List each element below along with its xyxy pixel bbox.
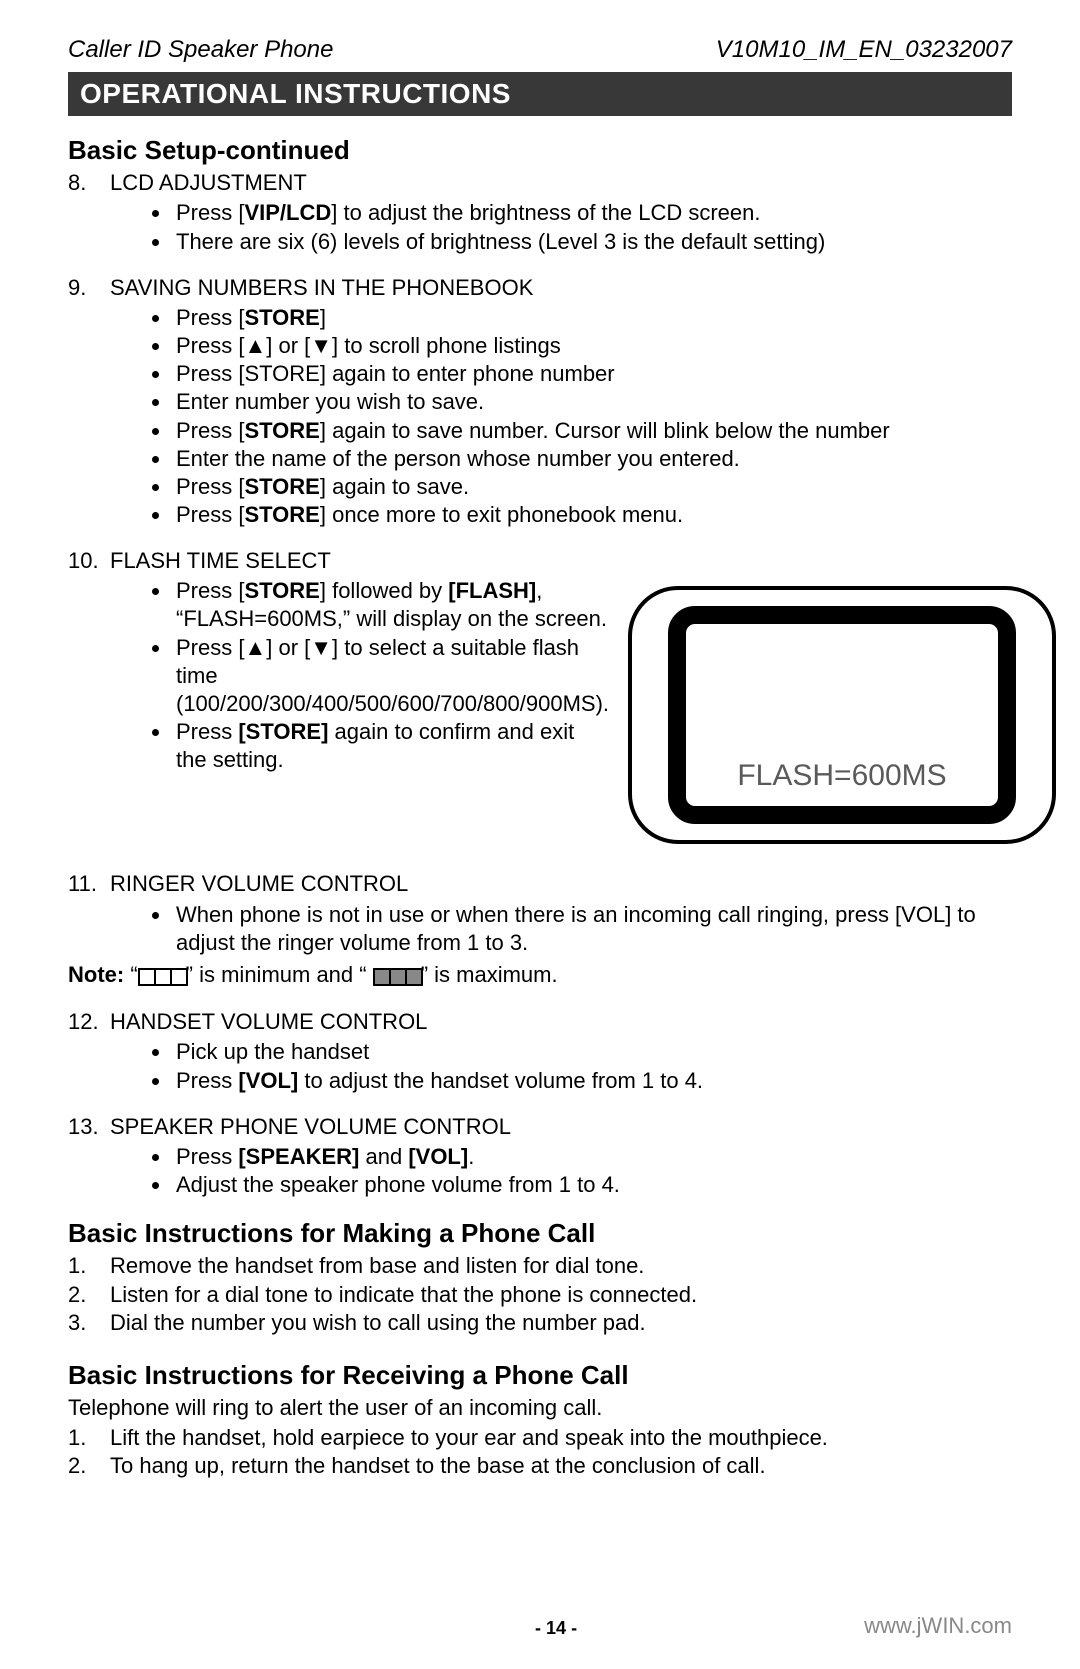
section3-title: Basic Instructions for Receiving a Phone… bbox=[68, 1359, 1012, 1392]
item-text: Listen for a dial tone to indicate that … bbox=[110, 1281, 1006, 1309]
section-banner: OPERATIONAL INSTRUCTIONS bbox=[68, 72, 1012, 116]
item-number: 12. bbox=[68, 1008, 110, 1036]
bullet-item: Pick up the handset bbox=[172, 1038, 1012, 1066]
note-line: Note: “” is minimum and “ ” is maximum. bbox=[68, 961, 1012, 990]
item-number: 13. bbox=[68, 1113, 110, 1141]
list-item: 11.RINGER VOLUME CONTROL When phone is no… bbox=[68, 870, 1012, 990]
list-item: 1.Lift the handset, hold earpiece to you… bbox=[68, 1424, 1012, 1452]
item-text: Remove the handset from base and listen … bbox=[110, 1252, 1006, 1280]
header-left: Caller ID Speaker Phone bbox=[68, 36, 333, 64]
item-number: 11. bbox=[68, 870, 110, 898]
volume-max-icon bbox=[373, 962, 421, 990]
header-right: V10M10_IM_EN_03232007 bbox=[716, 36, 1012, 64]
bullet-item: Press [STORE] bbox=[172, 304, 1012, 332]
item-number: 2. bbox=[68, 1452, 110, 1480]
item-text: To hang up, return the handset to the ba… bbox=[110, 1452, 1006, 1480]
item-text: Dial the number you wish to call using t… bbox=[110, 1309, 1006, 1337]
bullet-item: Enter the name of the person whose numbe… bbox=[172, 445, 1012, 473]
bullet-item: Press [STORE] again to save number. Curs… bbox=[172, 417, 1012, 445]
page-number: - 14 - bbox=[248, 1618, 864, 1639]
footer-site: www.jWIN.com bbox=[864, 1613, 1012, 1639]
list-item: 12.HANDSET VOLUME CONTROLPick up the han… bbox=[68, 1008, 1012, 1094]
section2-title: Basic Instructions for Making a Phone Ca… bbox=[68, 1217, 1012, 1250]
bullet-item: Press [STORE] again to save. bbox=[172, 473, 1012, 501]
item-number: 10. bbox=[68, 547, 110, 575]
bullet-item: Press [VOL] to adjust the handset volume… bbox=[172, 1067, 1012, 1095]
bullet-item: When phone is not in use or when there i… bbox=[172, 901, 1012, 957]
item-title: LCD ADJUSTMENT bbox=[110, 169, 1006, 197]
section1-title: Basic Setup-continued bbox=[68, 134, 1012, 167]
bullet-item: Press [VIP/LCD] to adjust the brightness… bbox=[172, 199, 1012, 227]
list-item: 3.Dial the number you wish to call using… bbox=[68, 1309, 1012, 1337]
bullet-item: There are six (6) levels of brightness (… bbox=[172, 228, 1012, 256]
bullet-item: Press [STORE] once more to exit phoneboo… bbox=[172, 501, 1012, 529]
bullet-item: Enter number you wish to save. bbox=[172, 388, 1012, 416]
bullet-item: Adjust the speaker phone volume from 1 t… bbox=[172, 1171, 1012, 1199]
item-title: HANDSET VOLUME CONTROL bbox=[110, 1008, 1006, 1036]
bullet-item: Press [STORE] again to confirm and exit … bbox=[172, 718, 609, 774]
item-title: FLASH TIME SELECT bbox=[110, 547, 1006, 575]
lcd-display-text: FLASH=600MS bbox=[737, 759, 946, 792]
bullet-item: Press [SPEAKER] and [VOL]. bbox=[172, 1143, 1012, 1171]
lcd-screen-illustration: FLASH=600MS bbox=[627, 585, 1057, 845]
list-item: 10.FLASH TIME SELECTPress [STORE] follow… bbox=[68, 547, 1012, 852]
list-item: 2.To hang up, return the handset to the … bbox=[68, 1452, 1012, 1480]
item-number: 1. bbox=[68, 1252, 110, 1280]
list-item: 13.SPEAKER PHONE VOLUME CONTROLPress [SP… bbox=[68, 1113, 1012, 1199]
item-number: 9. bbox=[68, 274, 110, 302]
bullet-item: Press [STORE] followed by [FLASH], “FLAS… bbox=[172, 577, 609, 633]
item-number: 3. bbox=[68, 1309, 110, 1337]
item-number: 1. bbox=[68, 1424, 110, 1452]
item-title: RINGER VOLUME CONTROL bbox=[110, 870, 1006, 898]
list-item: 1.Remove the handset from base and liste… bbox=[68, 1252, 1012, 1280]
item-number: 2. bbox=[68, 1281, 110, 1309]
item-title: SAVING NUMBERS IN THE PHONEBOOK bbox=[110, 274, 1006, 302]
list-item: 8.LCD ADJUSTMENTPress [VIP/LCD] to adjus… bbox=[68, 169, 1012, 255]
item-number: 8. bbox=[68, 169, 110, 197]
list-item: 9.SAVING NUMBERS IN THE PHONEBOOKPress [… bbox=[68, 274, 1012, 529]
volume-min-icon bbox=[138, 962, 186, 990]
bullet-item: Press [STORE] again to enter phone numbe… bbox=[172, 360, 1012, 388]
item-title: SPEAKER PHONE VOLUME CONTROL bbox=[110, 1113, 1006, 1141]
bullet-item: Press [▲] or [▼] to select a suitable fl… bbox=[172, 634, 609, 718]
bullet-item: Press [▲] or [▼] to scroll phone listing… bbox=[172, 332, 1012, 360]
section3-intro: Telephone will ring to alert the user of… bbox=[68, 1394, 1012, 1422]
item-text: Lift the handset, hold earpiece to your … bbox=[110, 1424, 1006, 1452]
list-item: 2.Listen for a dial tone to indicate tha… bbox=[68, 1281, 1012, 1309]
